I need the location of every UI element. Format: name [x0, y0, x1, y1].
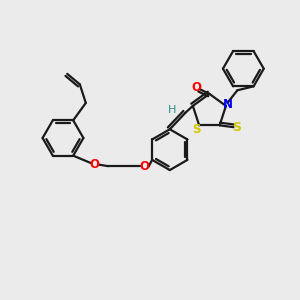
Text: O: O — [191, 81, 201, 94]
Text: O: O — [90, 158, 100, 171]
Text: O: O — [139, 160, 149, 173]
Text: S: S — [193, 123, 201, 136]
Text: S: S — [232, 121, 242, 134]
Text: H: H — [167, 105, 176, 115]
Text: N: N — [223, 98, 233, 111]
